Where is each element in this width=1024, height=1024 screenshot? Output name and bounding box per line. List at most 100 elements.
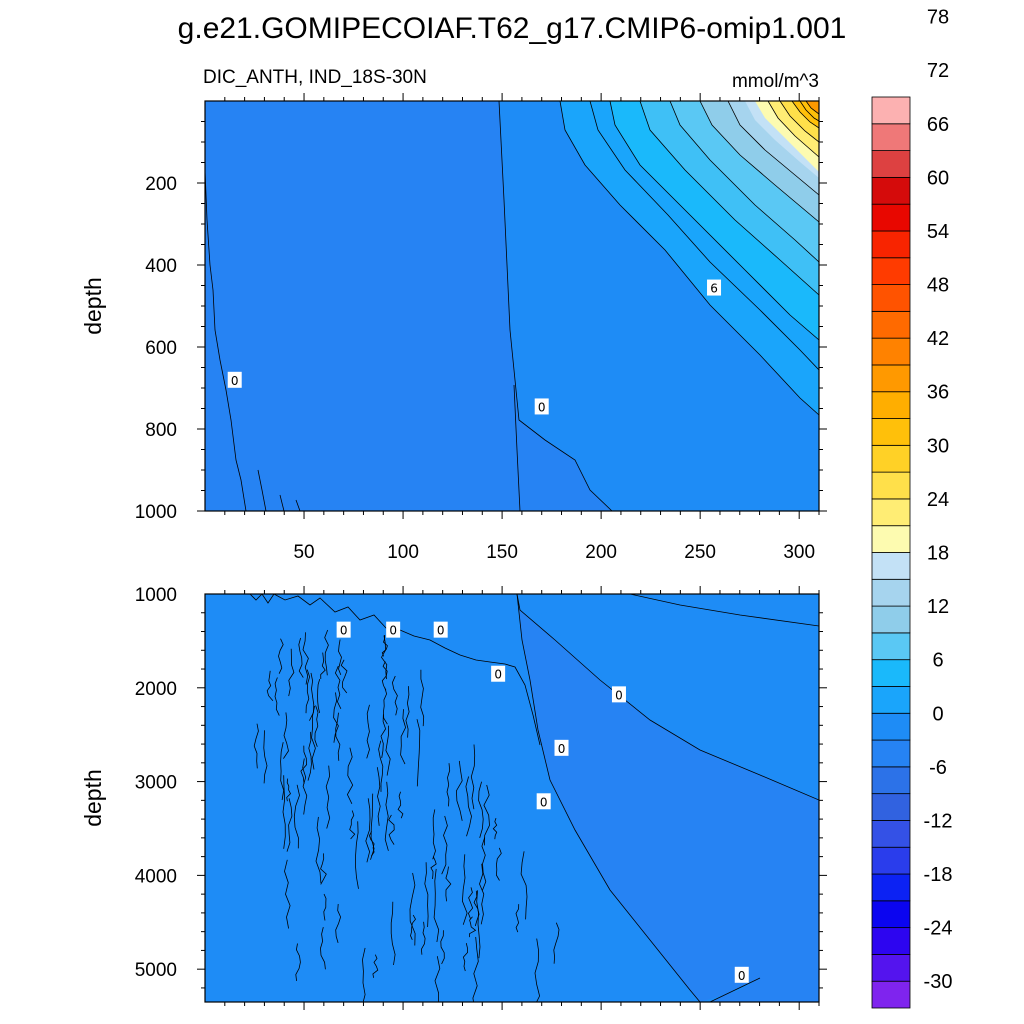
colorbar-label: 54	[927, 221, 949, 243]
colorbar-label: -24	[924, 918, 953, 940]
lower-noise-contour	[410, 914, 416, 940]
lower-noise-contour	[445, 866, 452, 902]
colorbar-swatch	[871, 632, 911, 661]
lower-noise-contour	[311, 705, 316, 770]
lower-noise-contour	[340, 659, 348, 694]
lower-noise-contour	[465, 776, 472, 837]
upper-y-axis-label: depth	[80, 277, 106, 335]
lower-noise-contour	[362, 947, 366, 1002]
lower-noise-contour	[349, 810, 356, 840]
lower-noise-contour	[295, 943, 301, 981]
lower-noise-contour	[309, 672, 315, 721]
lower-noise-contour	[455, 760, 463, 821]
lower-noise-contour	[320, 652, 326, 680]
colorbar-swatch	[871, 471, 911, 500]
upper-contour-labels: 0 0 6	[227, 279, 722, 415]
colorbar-swatch	[871, 659, 911, 687]
upper-x-tick-label: 300	[783, 542, 815, 563]
colorbar-swatch	[871, 284, 911, 312]
lower-contour-label-box	[536, 793, 551, 810]
lower-noise-contour	[293, 784, 300, 849]
lower-contour-label-text: 0	[615, 688, 623, 702]
lower-contour-label-text: 0	[340, 624, 348, 638]
lower-contour-label-box	[491, 665, 506, 682]
upper-region-54plus	[806, 101, 819, 114]
lower-contour-label: 0	[433, 621, 448, 638]
lower-region-negative-east	[517, 594, 819, 1002]
upper-contour-label-box	[227, 371, 242, 388]
lower-noise-contour	[298, 637, 304, 678]
lower-noise-contour	[372, 954, 379, 978]
upper-x-tick-label: 250	[684, 542, 716, 563]
colorbar-label: 18	[927, 543, 949, 565]
lower-noise-contour	[320, 927, 326, 970]
units-label: mmol/m^3	[732, 71, 819, 92]
lower-noise-contour	[288, 648, 295, 697]
lower-noise-contour	[284, 859, 291, 929]
lower-contour-label-box	[433, 621, 448, 638]
colorbar-label: 72	[927, 60, 949, 82]
lower-noise-contour	[317, 678, 321, 713]
lower-noise-contour	[495, 847, 502, 881]
upper-contour-label-text: 0	[538, 400, 546, 414]
lower-noise-contour	[469, 916, 477, 938]
lower-noise-contour	[300, 745, 308, 784]
lower-noise-contour	[467, 887, 474, 919]
lower-noise-contour	[446, 763, 451, 807]
colorbar-swatch	[871, 310, 911, 339]
colorbar-swatch	[871, 525, 911, 553]
lower-noise-contour	[420, 921, 426, 955]
lower-contour-label: 0	[336, 621, 351, 638]
lower-contour-label: 0	[554, 739, 569, 756]
colorbar-label: 48	[927, 275, 949, 297]
lower-noise-contour	[338, 639, 342, 676]
upper-filled-contours	[205, 101, 819, 511]
lower-noise-contour	[481, 837, 487, 891]
colorbar-swatch	[871, 900, 911, 929]
colorbar-swatch	[871, 203, 911, 232]
lower-noise-contour	[397, 791, 404, 819]
upper-contour-label-box	[707, 279, 722, 296]
colorbar-swatch	[871, 846, 911, 875]
lower-noise-contour	[479, 863, 485, 925]
lower-contour-label: 0	[536, 793, 551, 810]
lower-region-0to3-east	[535, 594, 819, 800]
lower-frame	[204, 593, 820, 1003]
lower-noise-contour	[388, 814, 395, 845]
lower-noise-contour	[305, 669, 311, 714]
lower-noise-contour	[376, 767, 381, 826]
lower-noise-contour	[282, 775, 286, 849]
lower-noise-contour	[366, 704, 370, 759]
lower-noise-contour	[323, 893, 327, 921]
upper-contour-label-text: 6	[710, 282, 718, 296]
lower-noise-contour	[365, 798, 371, 863]
lower-noise-contour	[355, 821, 359, 889]
colorbar-swatch	[871, 498, 911, 527]
lower-noise-contour	[520, 851, 528, 920]
colorbar-swatch	[871, 873, 911, 902]
lower-noise-contour	[515, 904, 520, 933]
lower-noise-contour	[381, 661, 388, 691]
lower-contour-label-box	[554, 739, 569, 756]
lower-y-tick-label: 1000	[135, 585, 177, 606]
upper-x-tick-label: 50	[293, 542, 314, 563]
upper-x-tick-label: 200	[585, 542, 617, 563]
lower-noise-contour	[476, 890, 481, 959]
colorbar-swatch	[871, 391, 911, 419]
colorbar-swatch	[871, 96, 911, 125]
lower-contour-label-box	[734, 966, 749, 983]
colorbar: 908478726660544842363024181260-6-12-18-2…	[871, 7, 953, 1009]
colorbar-swatch	[871, 176, 911, 205]
lower-contour-label-text: 0	[738, 969, 746, 983]
lower-noise-contour	[409, 872, 416, 946]
lower-contour-label-box	[336, 621, 351, 638]
lower-contour-label-text: 0	[437, 624, 445, 638]
lower-noise-contour	[263, 730, 268, 784]
lower-noise-contour	[335, 712, 341, 761]
lower-y-tick-label: 5000	[135, 960, 177, 981]
upper-x-tick-label: 150	[486, 542, 518, 563]
lower-noise-contour	[314, 705, 319, 747]
lower-noise-contour	[553, 922, 560, 964]
colorbar-label: 36	[927, 382, 949, 404]
